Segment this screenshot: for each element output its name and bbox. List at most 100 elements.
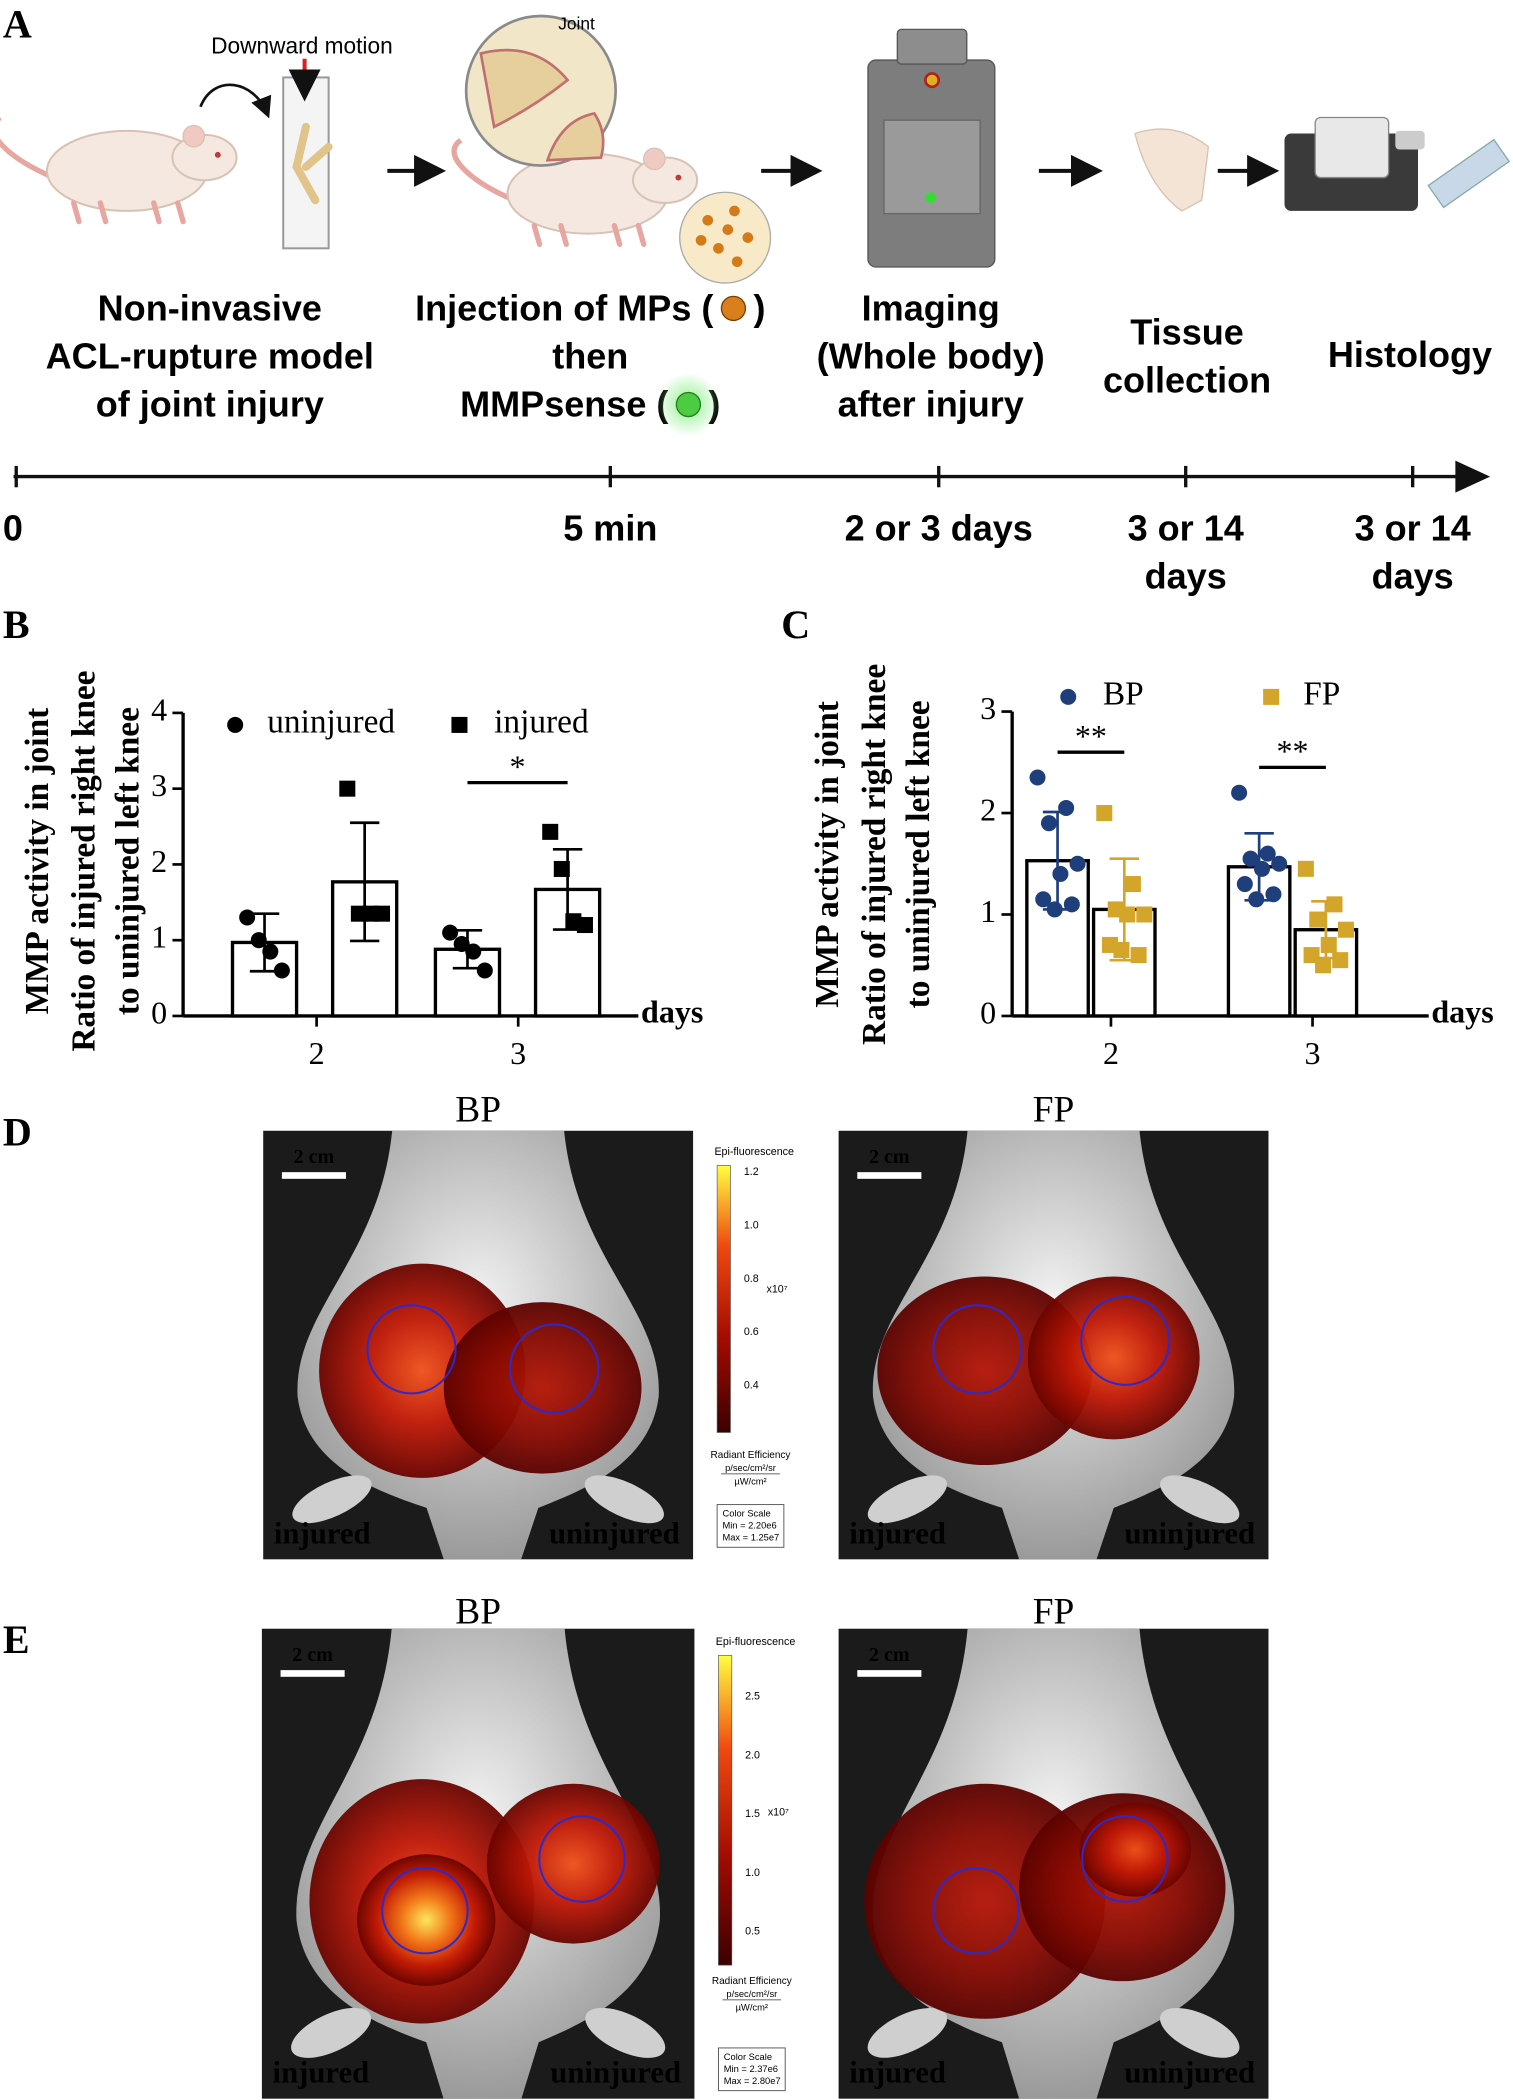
step-label-part: Tissue bbox=[1130, 311, 1244, 352]
y-tick-label: 1 bbox=[151, 919, 167, 955]
data-point bbox=[250, 932, 267, 949]
data-point bbox=[1096, 805, 1113, 822]
image-label: uninjured bbox=[550, 2056, 681, 2090]
image-label: injured bbox=[849, 1516, 946, 1550]
data-point bbox=[273, 962, 290, 979]
y-tick-label: 2 bbox=[151, 843, 167, 879]
step-label-part: ) bbox=[753, 287, 765, 328]
roi-circle bbox=[932, 1866, 1020, 1955]
y-tick-label: 3 bbox=[980, 690, 996, 726]
step-label: (Whole body) bbox=[817, 335, 1045, 376]
step-label: Non-invasive bbox=[98, 287, 322, 328]
annotation: Downward motion bbox=[211, 32, 393, 58]
legend-label: BP bbox=[1103, 676, 1144, 713]
mouse-head bbox=[171, 133, 238, 182]
legend-label: uninjured bbox=[267, 704, 395, 741]
color-scale-text: Color Scale bbox=[724, 2052, 772, 2062]
scale-bar bbox=[280, 1670, 345, 1677]
data-point bbox=[1136, 906, 1153, 923]
colorbar-unit: p/sec/cm²/sr bbox=[726, 1989, 777, 1999]
colorbar-title: Epi-fluorescence bbox=[716, 1636, 796, 1648]
timeline-label: 5 min bbox=[563, 508, 657, 549]
colorbar-tick: 2.5 bbox=[745, 1691, 760, 1703]
step-label-part: collection bbox=[1103, 359, 1271, 400]
step-label: after injury bbox=[838, 384, 1024, 425]
step-label-part: Histology bbox=[1328, 334, 1492, 375]
data-point bbox=[1124, 876, 1141, 893]
colorbar-tick: 0.8 bbox=[744, 1273, 759, 1285]
significance-label: * bbox=[510, 748, 526, 784]
data-point bbox=[1035, 891, 1052, 908]
annotation: Joint bbox=[558, 13, 595, 33]
colorbar-tick: 0.4 bbox=[744, 1380, 759, 1392]
image-title: BP bbox=[455, 1089, 501, 1130]
color-scale-text: Max = 2.80e7 bbox=[724, 2076, 781, 2086]
x-axis-label: days bbox=[641, 994, 703, 1030]
particle bbox=[731, 256, 743, 268]
data-point bbox=[1046, 901, 1063, 918]
mouse-leg bbox=[175, 200, 186, 225]
data-point bbox=[1242, 850, 1259, 867]
step-label-part: Non-invasive bbox=[98, 287, 322, 328]
mouse-head bbox=[632, 156, 699, 204]
step-label-part: ACL-rupture model bbox=[46, 335, 374, 376]
panel-label: C bbox=[781, 602, 810, 647]
mouse-tail bbox=[0, 117, 55, 181]
step-label-part: then bbox=[552, 335, 628, 376]
harvested-leg bbox=[1134, 128, 1210, 212]
timeline-label: days bbox=[1145, 556, 1227, 597]
data-point bbox=[1259, 845, 1276, 862]
roi-circle bbox=[932, 1304, 1023, 1395]
data-point bbox=[1320, 936, 1337, 953]
data-point bbox=[1113, 941, 1130, 959]
colorbar-multiplier: x10⁷ bbox=[768, 1807, 789, 1819]
colorbar-tick: 1.2 bbox=[744, 1166, 759, 1178]
mouse-leg bbox=[635, 222, 647, 247]
image-title: BP bbox=[455, 1591, 501, 1632]
particle bbox=[702, 214, 714, 226]
data-point bbox=[542, 823, 559, 840]
rat-foot bbox=[585, 2007, 666, 2058]
heat-signal bbox=[357, 1854, 496, 1986]
timeline-label: 0 bbox=[3, 508, 23, 549]
colorbar-title: Epi-fluorescence bbox=[714, 1146, 794, 1158]
color-scale-text: Min = 2.37e6 bbox=[724, 2064, 778, 2074]
data-point bbox=[339, 780, 356, 797]
mouse-leg bbox=[531, 222, 543, 247]
magnified-bone bbox=[479, 48, 570, 129]
particle bbox=[729, 205, 740, 217]
particle bbox=[742, 232, 754, 243]
data-point bbox=[262, 943, 279, 960]
panel-label: E bbox=[3, 1617, 30, 1662]
rat-foot bbox=[292, 1475, 372, 1524]
roi-circle bbox=[1081, 1815, 1169, 1903]
rat-foot bbox=[584, 1475, 664, 1524]
colorbar-tick: 1.0 bbox=[744, 1219, 759, 1231]
colorbar bbox=[718, 1655, 733, 1966]
colorbar-unit: µW/cm² bbox=[736, 2003, 768, 2013]
data-point bbox=[1265, 886, 1282, 903]
colorbar-unit-title: Radiant Efficiency bbox=[712, 1976, 792, 1987]
data-point bbox=[1119, 906, 1136, 923]
probe-icon bbox=[675, 391, 702, 418]
roi-circle bbox=[509, 1323, 600, 1414]
mouse-eye bbox=[214, 151, 221, 158]
timeline-head bbox=[1455, 460, 1491, 493]
imager-top bbox=[896, 28, 968, 65]
fluorescence-image bbox=[261, 1628, 695, 2099]
y-tick-label: 3 bbox=[151, 767, 167, 803]
data-point bbox=[1315, 957, 1332, 974]
data-point bbox=[1253, 860, 1271, 877]
data-point bbox=[553, 860, 570, 877]
image-label: injured bbox=[274, 1516, 371, 1550]
mouse-eye bbox=[675, 174, 682, 181]
fluorescence-image bbox=[263, 1130, 694, 1560]
timeline-label: 2 or 3 days bbox=[845, 508, 1033, 549]
step-label-part: MMPsense ( bbox=[460, 384, 668, 425]
color-scale-text: Max = 1.25e7 bbox=[722, 1533, 779, 1543]
panel-label: B bbox=[3, 602, 30, 647]
y-axis-label: to uninjured left knee bbox=[900, 700, 937, 1008]
step-label-part: (Whole body) bbox=[817, 335, 1045, 376]
data-point bbox=[1248, 891, 1265, 908]
data-point bbox=[239, 909, 256, 926]
